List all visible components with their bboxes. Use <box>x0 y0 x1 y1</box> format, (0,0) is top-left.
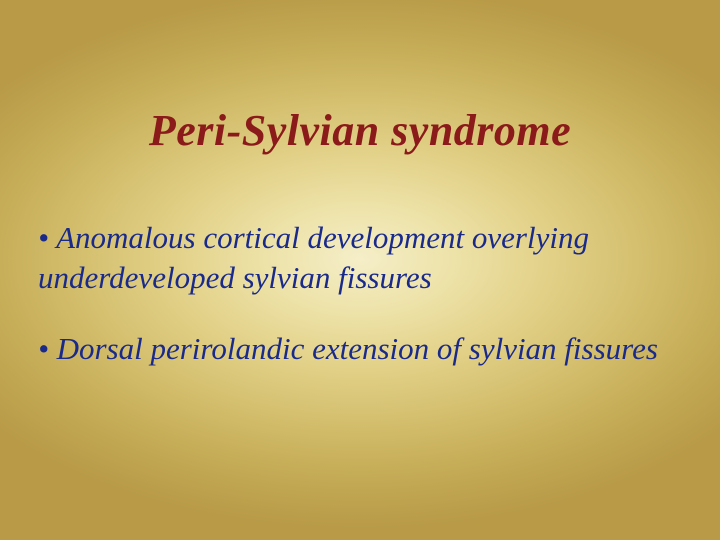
bullet-marker: • <box>38 220 49 255</box>
bullet-list: • Anomalous cortical development overlyi… <box>38 218 680 399</box>
bullet-item: • Anomalous cortical development overlyi… <box>38 218 680 297</box>
bullet-marker: • <box>38 331 49 366</box>
slide-container: Peri-Sylvian syndrome • Anomalous cortic… <box>0 0 720 540</box>
slide-title: Peri-Sylvian syndrome <box>0 105 720 156</box>
bullet-text: Dorsal perirolandic extension of sylvian… <box>57 331 658 366</box>
bullet-text: Anomalous cortical development overlying… <box>38 220 589 295</box>
bullet-item: • Dorsal perirolandic extension of sylvi… <box>38 329 680 369</box>
